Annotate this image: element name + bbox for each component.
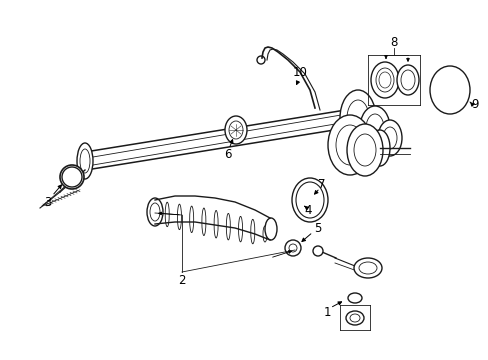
- Text: 4: 4: [304, 203, 311, 216]
- Ellipse shape: [365, 114, 383, 142]
- Ellipse shape: [378, 72, 390, 88]
- Ellipse shape: [442, 81, 456, 99]
- Text: 8: 8: [389, 36, 397, 49]
- Ellipse shape: [214, 211, 218, 238]
- Ellipse shape: [431, 68, 467, 112]
- Text: 9: 9: [470, 99, 478, 112]
- Ellipse shape: [80, 149, 90, 173]
- Ellipse shape: [437, 75, 461, 105]
- Ellipse shape: [346, 311, 363, 325]
- Ellipse shape: [369, 130, 389, 166]
- Ellipse shape: [226, 213, 230, 240]
- Ellipse shape: [298, 186, 320, 214]
- Ellipse shape: [346, 124, 382, 176]
- Ellipse shape: [349, 314, 359, 322]
- Ellipse shape: [177, 204, 181, 230]
- Ellipse shape: [370, 62, 398, 98]
- Text: 3: 3: [44, 195, 52, 208]
- Ellipse shape: [329, 130, 349, 166]
- Ellipse shape: [359, 106, 389, 150]
- Ellipse shape: [295, 182, 324, 218]
- Ellipse shape: [228, 121, 243, 139]
- Ellipse shape: [263, 226, 266, 242]
- Ellipse shape: [62, 167, 82, 187]
- Ellipse shape: [353, 134, 375, 166]
- Ellipse shape: [288, 244, 296, 252]
- Ellipse shape: [165, 202, 169, 227]
- Ellipse shape: [382, 127, 396, 149]
- Text: 7: 7: [318, 179, 325, 192]
- Text: 10: 10: [292, 66, 307, 78]
- Ellipse shape: [339, 90, 375, 146]
- Ellipse shape: [400, 70, 414, 90]
- Ellipse shape: [150, 203, 160, 221]
- Ellipse shape: [77, 143, 93, 179]
- Ellipse shape: [353, 258, 381, 278]
- Ellipse shape: [153, 200, 157, 224]
- Ellipse shape: [377, 120, 401, 156]
- Ellipse shape: [347, 293, 361, 303]
- Ellipse shape: [429, 66, 469, 114]
- Ellipse shape: [238, 216, 242, 242]
- Ellipse shape: [358, 262, 376, 274]
- Ellipse shape: [312, 246, 323, 256]
- Ellipse shape: [257, 56, 264, 64]
- Ellipse shape: [189, 206, 193, 233]
- Text: 5: 5: [314, 221, 321, 234]
- Bar: [339, 130, 379, 165]
- Ellipse shape: [202, 208, 205, 235]
- Ellipse shape: [65, 170, 79, 184]
- Ellipse shape: [291, 178, 327, 222]
- Ellipse shape: [60, 165, 84, 189]
- Ellipse shape: [147, 198, 163, 226]
- Ellipse shape: [250, 219, 254, 244]
- Ellipse shape: [396, 65, 418, 95]
- Ellipse shape: [224, 116, 246, 144]
- Ellipse shape: [335, 125, 363, 165]
- Ellipse shape: [375, 68, 393, 92]
- Ellipse shape: [327, 115, 371, 175]
- Ellipse shape: [264, 218, 276, 240]
- Ellipse shape: [285, 240, 301, 256]
- Text: 6: 6: [224, 148, 231, 162]
- Text: 2: 2: [178, 274, 185, 287]
- Text: 1: 1: [323, 306, 330, 320]
- Ellipse shape: [346, 100, 368, 136]
